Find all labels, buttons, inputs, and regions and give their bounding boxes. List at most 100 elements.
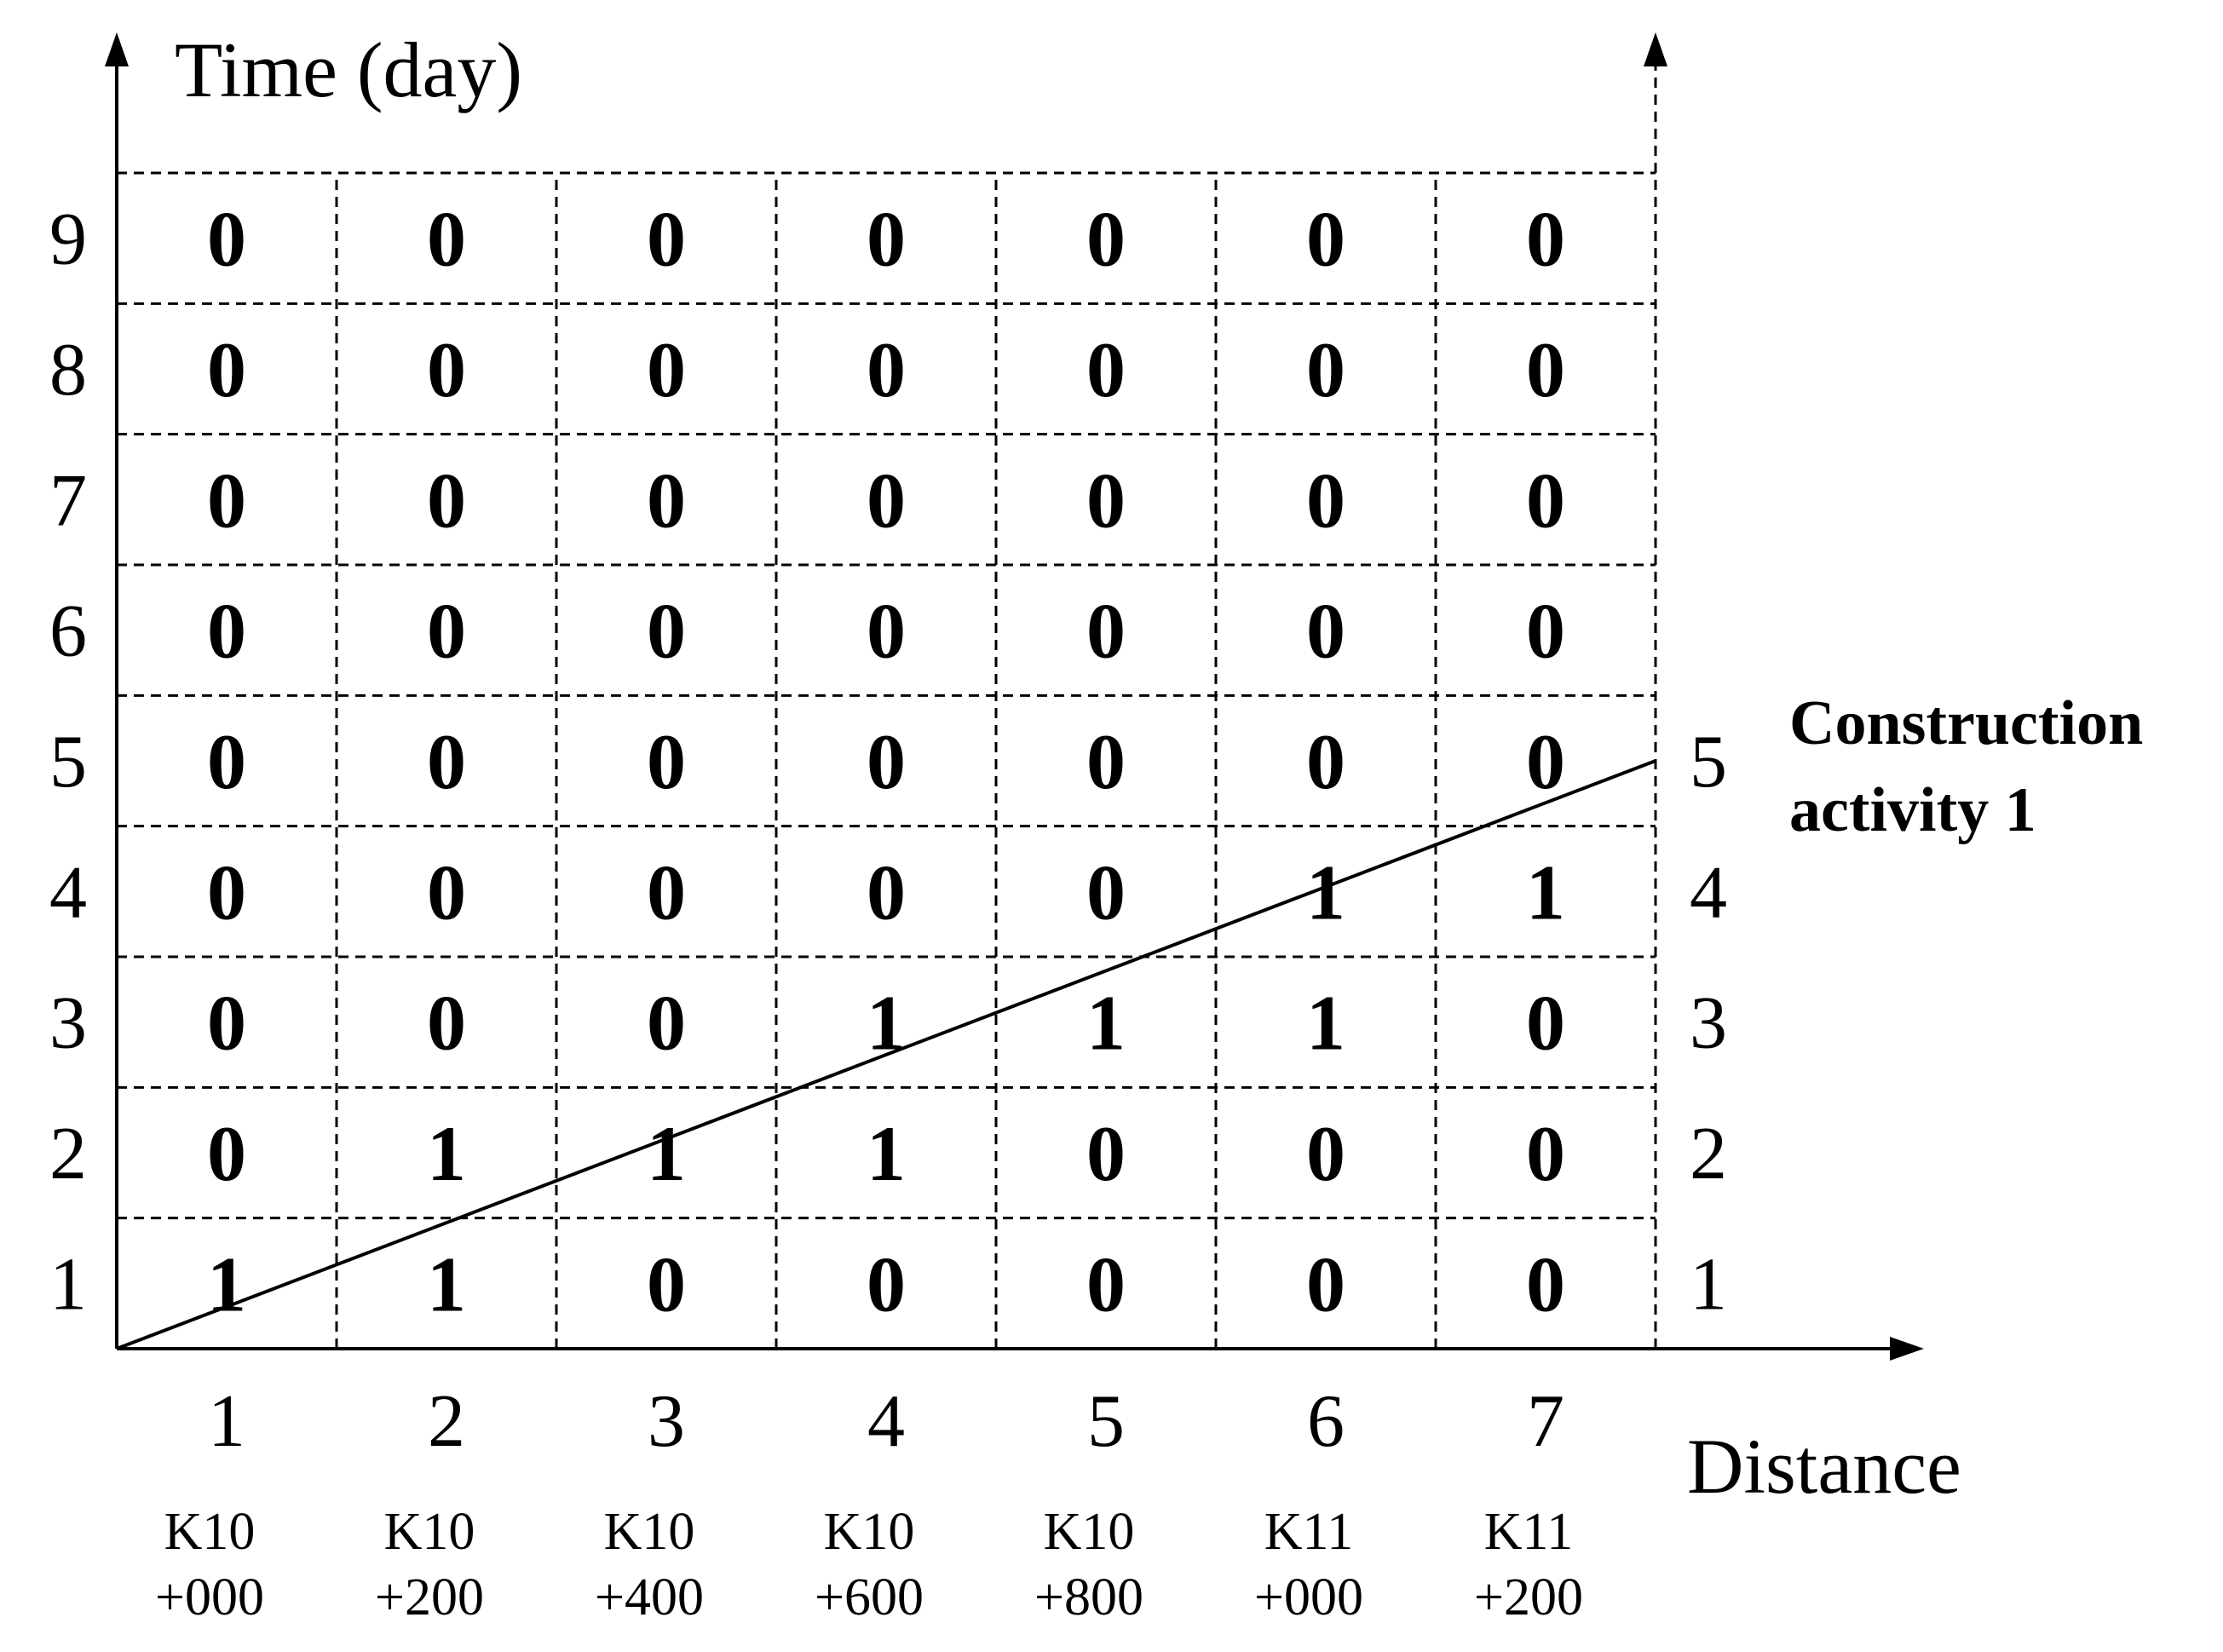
cell-value: 0: [1086, 196, 1126, 283]
cell-values: 1 1 0 0 0 0 00 1 1 1 0 0 00 0 0 1 1 1 00 0 0 0 0 1 10 0 0 0 0 0 00 0 0 0 0…: [207, 196, 1565, 1328]
x-axis-arrow-icon: [1890, 1337, 1924, 1361]
cell-value: 0: [1306, 1110, 1345, 1197]
station-label-top: K10: [384, 1503, 475, 1561]
cell-value: 0: [1526, 1110, 1565, 1197]
cell-value: 0: [1306, 196, 1345, 283]
station-label-top: K10: [824, 1503, 915, 1561]
station-label-bottom: +200: [1474, 1569, 1583, 1626]
station-label-bottom: +800: [1034, 1569, 1143, 1626]
cell-value: 0: [867, 1240, 906, 1327]
right-tick-label: 1: [1690, 1243, 1727, 1326]
y-axis-title: Time (day): [175, 26, 522, 113]
cell-value: 0: [207, 849, 246, 935]
station-label-top: K11: [1264, 1503, 1353, 1561]
axis-labels: Time (day) Distance Construction activit…: [49, 26, 2143, 1626]
station-label-bottom: +400: [595, 1569, 704, 1626]
cell-value: 0: [1306, 1240, 1345, 1327]
x-tick-label: 7: [1527, 1380, 1564, 1463]
cell-value: 0: [427, 718, 466, 805]
station-label-top: K10: [1044, 1503, 1135, 1561]
cell-value: 0: [647, 1240, 686, 1327]
cell-value: 0: [1086, 1240, 1126, 1327]
cell-value: 0: [647, 849, 686, 935]
cell-value: 0: [1526, 718, 1565, 805]
x-axis-title: Distance: [1687, 1423, 1961, 1510]
cell-value: 0: [1086, 1110, 1126, 1197]
activity-label-line2: activity 1: [1789, 775, 2036, 845]
cell-value: 0: [1306, 457, 1345, 544]
y-tick-label: 8: [49, 329, 87, 412]
activity-layer: [116, 759, 1656, 1350]
cell-value: 0: [1086, 588, 1126, 675]
cell-value: 1: [207, 1240, 246, 1327]
right-tick-label: 4: [1690, 851, 1727, 934]
right-tick-label: 3: [1690, 982, 1727, 1065]
cell-value: 0: [1526, 1240, 1565, 1327]
cell-value: 0: [207, 1110, 246, 1197]
cell-value: 0: [867, 718, 906, 805]
right-tick-label: 5: [1690, 721, 1727, 803]
cell-value: 0: [207, 718, 246, 805]
cell-value: 0: [207, 980, 246, 1067]
cell-value: 0: [1526, 457, 1565, 544]
cell-value: 0: [1526, 588, 1565, 675]
cell-value: 1: [1526, 849, 1565, 935]
y-tick-label: 7: [49, 459, 87, 542]
cell-value: 0: [647, 196, 686, 283]
x-tick-label: 2: [428, 1380, 465, 1463]
axis-layer: [105, 32, 1924, 1361]
y-tick-label: 1: [49, 1243, 87, 1326]
cell-value: 0: [207, 196, 246, 283]
cell-value: 1: [867, 980, 906, 1067]
cell-value: 1: [427, 1240, 466, 1327]
y-tick-label: 4: [49, 851, 87, 934]
y-tick-label: 5: [49, 721, 87, 803]
station-label-top: K10: [604, 1503, 695, 1561]
cell-value: 0: [647, 326, 686, 413]
cell-value: 1: [1306, 980, 1345, 1067]
cell-value: 0: [427, 980, 466, 1067]
cell-value: 0: [1306, 718, 1345, 805]
x-tick-label: 4: [867, 1380, 905, 1463]
station-label-bottom: +000: [155, 1569, 264, 1626]
cell-value: 0: [1526, 326, 1565, 413]
cell-value: 0: [1526, 980, 1565, 1067]
cell-value: 0: [647, 980, 686, 1067]
cell-value: 0: [207, 588, 246, 675]
cell-value: 0: [427, 588, 466, 675]
x-tick-label: 5: [1087, 1380, 1125, 1463]
right-tick-label: 2: [1690, 1113, 1727, 1195]
cell-value: 0: [867, 588, 906, 675]
y-tick-label: 6: [49, 590, 87, 673]
activity-label-line1: Construction: [1789, 688, 2143, 758]
cell-value: 0: [1526, 196, 1565, 283]
cell-value: 0: [867, 196, 906, 283]
cell-value: 1: [647, 1110, 686, 1197]
grid-layer: [117, 171, 1657, 1349]
cell-value: 0: [647, 457, 686, 544]
right-axis-arrow-icon: [1644, 32, 1667, 66]
cell-value: 0: [427, 196, 466, 283]
cell-value: 0: [867, 457, 906, 544]
y-tick-label: 9: [49, 199, 87, 281]
cell-value: 0: [647, 718, 686, 805]
y-axis-arrow-icon: [105, 32, 129, 66]
station-label-top: K10: [164, 1503, 256, 1561]
cell-value: 0: [1086, 326, 1126, 413]
station-label-bottom: +200: [375, 1569, 484, 1626]
cell-value: 0: [867, 849, 906, 935]
station-label-bottom: +000: [1254, 1569, 1363, 1626]
cell-value: 1: [1086, 980, 1126, 1067]
cell-value: 0: [427, 849, 466, 935]
cell-value: 0: [1306, 326, 1345, 413]
cell-value: 0: [427, 326, 466, 413]
cell-value: 0: [207, 326, 246, 413]
cell-value: 0: [867, 326, 906, 413]
y-tick-label: 2: [49, 1113, 87, 1195]
cell-value: 1: [867, 1110, 906, 1197]
x-tick-label: 6: [1307, 1380, 1345, 1463]
cell-value: 0: [427, 457, 466, 544]
station-label-top: K11: [1484, 1503, 1573, 1561]
cell-value: 0: [207, 457, 246, 544]
